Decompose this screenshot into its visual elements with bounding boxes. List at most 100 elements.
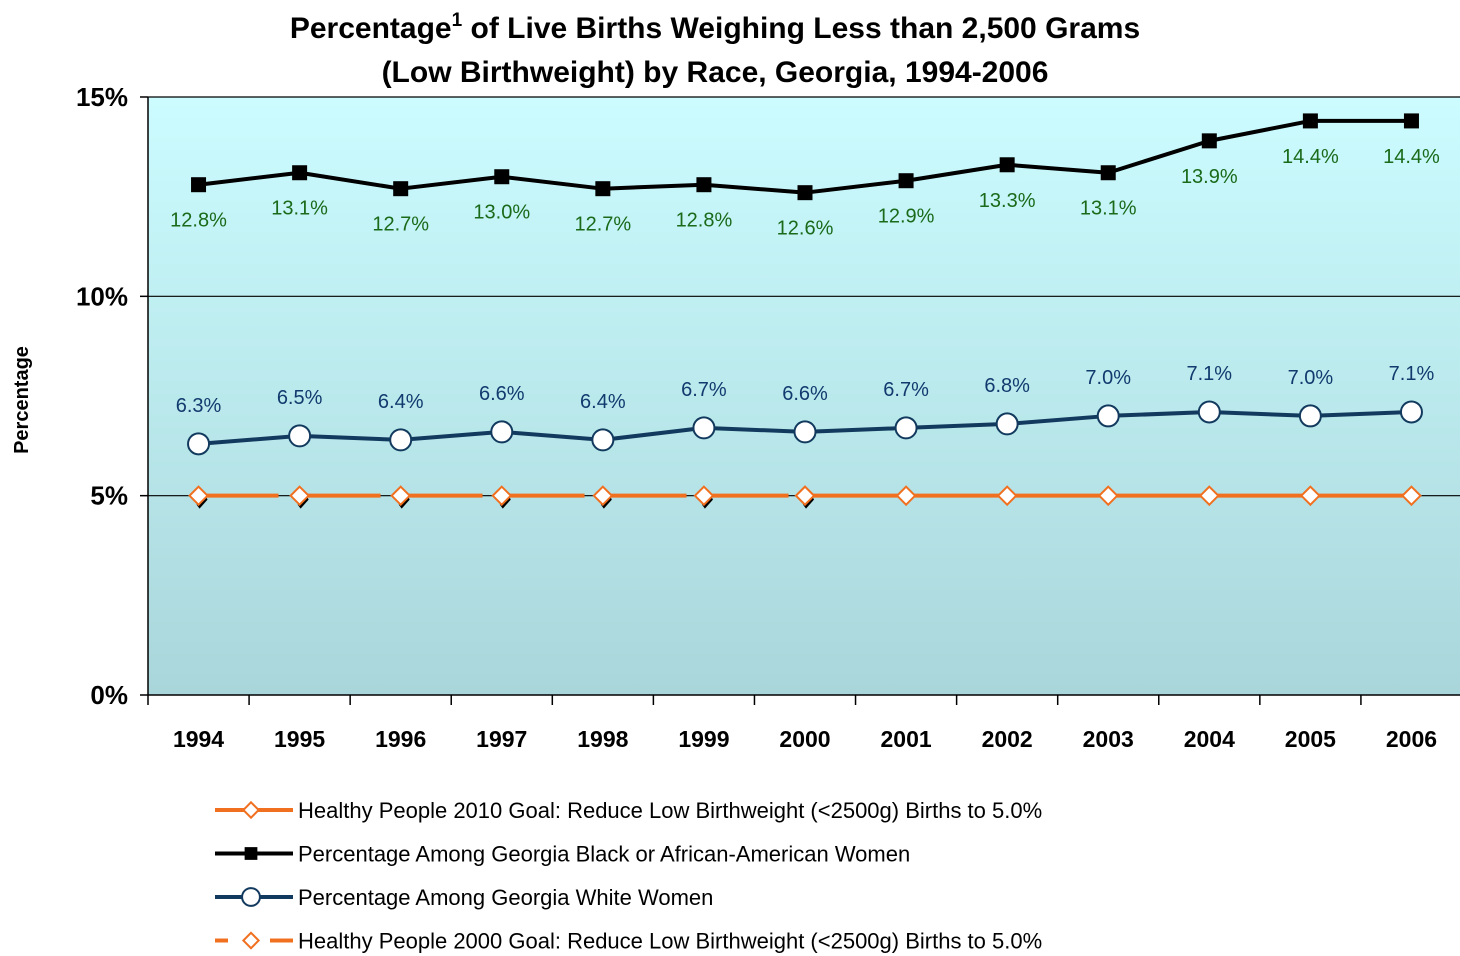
x-tick-label: 2000	[779, 726, 830, 752]
data-label: 6.6%	[479, 383, 525, 405]
chart-title: Percentage1 of Live Births Weighing Less…	[290, 10, 1140, 45]
marker	[494, 169, 510, 185]
x-tick-label: 1998	[577, 726, 628, 752]
x-tick-label: 2003	[1083, 726, 1134, 752]
y-tick-label: 10%	[76, 281, 128, 311]
marker	[696, 177, 712, 193]
legend-item: Percentage Among Georgia White Women	[215, 885, 713, 910]
marker	[1096, 404, 1120, 428]
marker	[794, 485, 816, 507]
chart-title: (Low Birthweight) by Race, Georgia, 1994…	[382, 56, 1049, 89]
marker	[894, 416, 918, 440]
title-superscript: 1	[452, 10, 463, 31]
y-tick-label: 0%	[90, 680, 128, 710]
marker	[1399, 400, 1423, 424]
x-tick-label: 1999	[678, 726, 729, 752]
y-axis-title: Percentage	[11, 346, 33, 454]
marker	[1100, 165, 1116, 181]
marker	[390, 485, 412, 507]
marker	[1299, 485, 1321, 507]
marker	[995, 412, 1019, 436]
legend-label: Percentage Among Georgia Black or Africa…	[298, 842, 910, 867]
marker	[187, 432, 211, 456]
marker	[797, 185, 813, 201]
data-label: 12.9%	[878, 206, 935, 228]
x-tick-label: 2004	[1184, 726, 1235, 752]
data-label: 14.4%	[1383, 146, 1440, 168]
legend-item: Healthy People 2010 Goal: Reduce Low Bir…	[215, 798, 1042, 823]
data-label: 14.4%	[1282, 146, 1339, 168]
data-label: 13.1%	[271, 198, 328, 220]
data-label: 7.1%	[1187, 363, 1233, 385]
legend-label: Percentage Among Georgia White Women	[298, 885, 713, 910]
data-label: 7.0%	[1085, 367, 1131, 389]
data-label: 6.3%	[176, 395, 222, 417]
title-part: Percentage	[290, 12, 452, 45]
marker	[292, 165, 308, 181]
x-tick-label: 2001	[880, 726, 931, 752]
data-label: 12.8%	[170, 210, 227, 232]
data-label: 13.1%	[1080, 198, 1137, 220]
marker	[1298, 404, 1322, 428]
data-label: 7.0%	[1288, 367, 1334, 389]
marker	[793, 420, 817, 444]
data-label: 6.7%	[681, 379, 727, 401]
data-label: 12.7%	[574, 214, 631, 236]
marker	[591, 428, 615, 452]
marker	[241, 887, 261, 907]
data-label: 6.5%	[277, 387, 323, 409]
x-tick-label: 1997	[476, 726, 527, 752]
marker	[491, 485, 513, 507]
marker	[895, 485, 917, 507]
y-tick-label: 5%	[90, 481, 128, 511]
marker	[693, 485, 715, 507]
marker	[490, 420, 514, 444]
x-tick-label: 1995	[274, 726, 325, 752]
marker	[898, 173, 914, 189]
marker	[1401, 485, 1422, 507]
legend-item: Healthy People 2000 Goal: Reduce Low Bir…	[215, 929, 1042, 954]
marker	[595, 181, 611, 197]
legend-label: Healthy People 2010 Goal: Reduce Low Bir…	[298, 798, 1042, 823]
data-label: 7.1%	[1389, 363, 1435, 385]
marker	[1197, 400, 1221, 424]
data-label: 13.0%	[473, 202, 530, 224]
legend-label: Healthy People 2000 Goal: Reduce Low Bir…	[298, 929, 1042, 954]
marker	[188, 485, 209, 507]
y-tick-label: 15%	[76, 82, 128, 112]
x-tick-label: 2006	[1386, 726, 1437, 752]
x-tick-label: 2002	[982, 726, 1033, 752]
marker	[393, 181, 409, 197]
title-part: of Live Births Weighing Less than 2,500 …	[462, 12, 1140, 45]
data-label: 12.7%	[372, 214, 429, 236]
data-label: 6.7%	[883, 379, 929, 401]
marker	[1097, 485, 1119, 507]
marker	[191, 177, 207, 193]
marker	[1198, 485, 1220, 507]
marker	[389, 428, 413, 452]
x-tick-label: 1996	[375, 726, 426, 752]
marker	[288, 424, 312, 448]
x-tick-label: 2005	[1285, 726, 1336, 752]
x-tick-label: 1994	[173, 726, 224, 752]
marker	[1201, 133, 1217, 149]
data-label: 6.4%	[580, 391, 626, 413]
marker	[996, 485, 1018, 507]
data-label: 12.6%	[777, 218, 834, 240]
marker	[1302, 113, 1318, 129]
data-label: 6.8%	[984, 375, 1030, 397]
marker	[244, 847, 258, 860]
marker	[289, 485, 311, 507]
legend-item: Percentage Among Georgia Black or Africa…	[215, 842, 910, 867]
marker	[1403, 113, 1419, 129]
data-label: 6.6%	[782, 383, 828, 405]
marker	[241, 931, 261, 950]
data-label: 13.9%	[1181, 166, 1238, 188]
marker	[692, 416, 716, 440]
marker	[999, 157, 1015, 173]
marker	[241, 800, 261, 820]
data-label: 13.3%	[979, 190, 1036, 212]
marker	[592, 485, 614, 507]
